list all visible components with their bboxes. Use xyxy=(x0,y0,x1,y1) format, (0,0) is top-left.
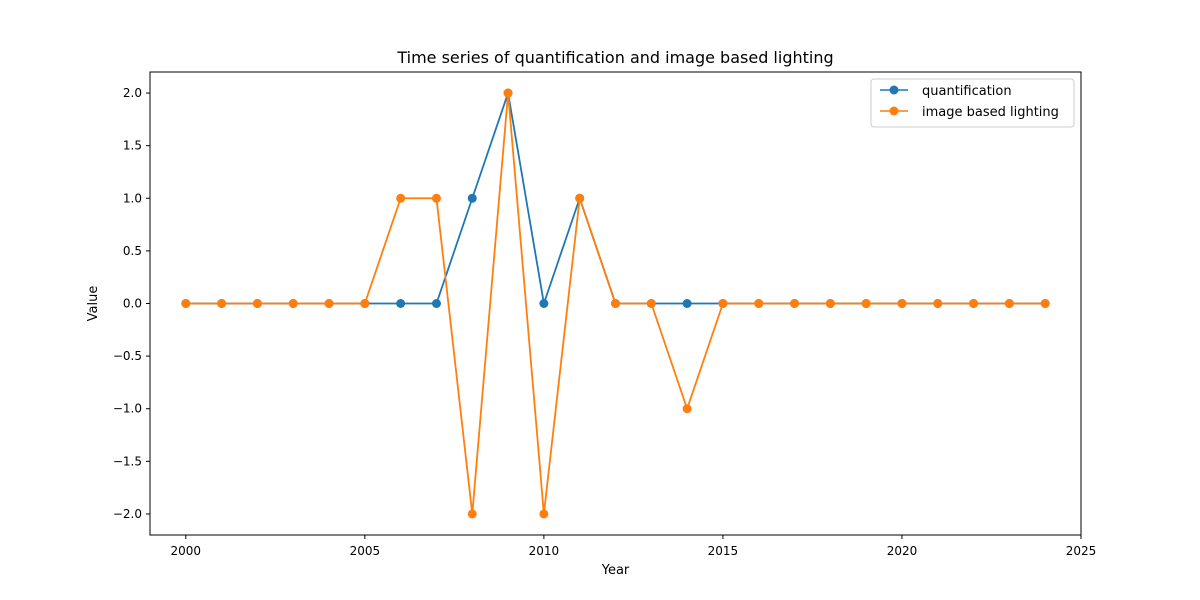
y-tick-label-1-0: −1.0 xyxy=(113,402,142,416)
legend-label-image-based-lighting: image based lighting xyxy=(922,105,1059,120)
legend-item-image-based-lighting: image based lighting xyxy=(880,105,1059,120)
data-point-image-based-lighting-2002 xyxy=(252,299,262,308)
legend: quantification image based lighting xyxy=(870,78,1075,128)
data-point-image-based-lighting-2005 xyxy=(360,299,370,308)
data-point-image-based-lighting-2020 xyxy=(897,299,907,308)
y-tick-label-2-0: −2.0 xyxy=(113,507,142,521)
chart-title: Time series of quantification and image … xyxy=(396,48,833,67)
legend-label-quantification: quantification xyxy=(922,84,1012,99)
data-point-image-based-lighting-2021 xyxy=(933,299,943,308)
series-layer xyxy=(181,88,1050,519)
plot-area xyxy=(149,71,1082,536)
x-axis: 2000 2005 2010 2015 2020 2025 xyxy=(171,535,1097,558)
data-point-image-based-lighting-2014 xyxy=(682,404,692,414)
data-point-quantification-2006 xyxy=(396,299,406,308)
x-tick-label-2025: 2025 xyxy=(1066,544,1097,558)
data-point-quantification-2014 xyxy=(682,299,692,308)
data-point-image-based-lighting-2018 xyxy=(825,299,835,308)
series-image-based-lighting xyxy=(181,88,1050,519)
x-tick-label-2015: 2015 xyxy=(708,544,739,558)
data-point-image-based-lighting-2019 xyxy=(861,299,871,308)
legend-marker-image-based-lighting xyxy=(889,106,899,116)
x-tick-label-2000: 2000 xyxy=(171,544,202,558)
y-axis-label: Value xyxy=(86,286,101,322)
y-tick-label-1-5: −1.5 xyxy=(113,454,142,468)
y-tick-label-0-5: −0.5 xyxy=(113,349,142,363)
data-point-image-based-lighting-2017 xyxy=(790,299,800,308)
y-tick-label-2-0: 2.0 xyxy=(123,86,142,100)
data-point-image-based-lighting-2003 xyxy=(288,299,298,308)
y-tick-label-0-0: 0.0 xyxy=(123,297,142,311)
data-point-image-based-lighting-2013 xyxy=(646,299,656,308)
x-tick-label-2010: 2010 xyxy=(529,544,560,558)
y-tick-label-0-5: 0.5 xyxy=(123,244,142,258)
data-point-image-based-lighting-2007 xyxy=(431,193,441,203)
y-tick-label-1-5: 1.5 xyxy=(123,139,142,153)
data-point-image-based-lighting-2023 xyxy=(1004,299,1014,308)
y-tick-label-1-0: 1.0 xyxy=(123,191,142,205)
data-point-image-based-lighting-2015 xyxy=(718,299,728,308)
data-point-image-based-lighting-2024 xyxy=(1040,299,1050,308)
data-point-quantification-2008 xyxy=(467,193,477,203)
data-point-image-based-lighting-2022 xyxy=(969,299,979,308)
legend-box xyxy=(870,78,1075,128)
data-point-image-based-lighting-2010 xyxy=(539,509,549,519)
x-tick-label-2005: 2005 xyxy=(350,544,381,558)
legend-marker-quantification xyxy=(889,85,899,95)
y-axis: −2.0 −1.5 −1.0 −0.5 0.0 0.5 1.0 1.5 2.0 xyxy=(113,86,150,521)
data-point-image-based-lighting-2000 xyxy=(181,299,191,308)
data-point-image-based-lighting-2016 xyxy=(754,299,764,308)
data-point-quantification-2007 xyxy=(431,299,441,308)
data-point-image-based-lighting-2006 xyxy=(396,193,406,203)
legend-item-quantification: quantification xyxy=(880,84,1012,99)
data-point-image-based-lighting-2011 xyxy=(575,193,585,203)
x-axis-label: Year xyxy=(601,563,630,578)
x-tick-label-2020: 2020 xyxy=(887,544,918,558)
data-point-quantification-2010 xyxy=(539,299,549,308)
data-point-image-based-lighting-2008 xyxy=(467,509,477,519)
data-point-image-based-lighting-2001 xyxy=(217,299,227,308)
data-point-image-based-lighting-2009 xyxy=(503,88,513,98)
data-point-image-based-lighting-2004 xyxy=(324,299,334,308)
data-point-image-based-lighting-2012 xyxy=(611,299,620,308)
